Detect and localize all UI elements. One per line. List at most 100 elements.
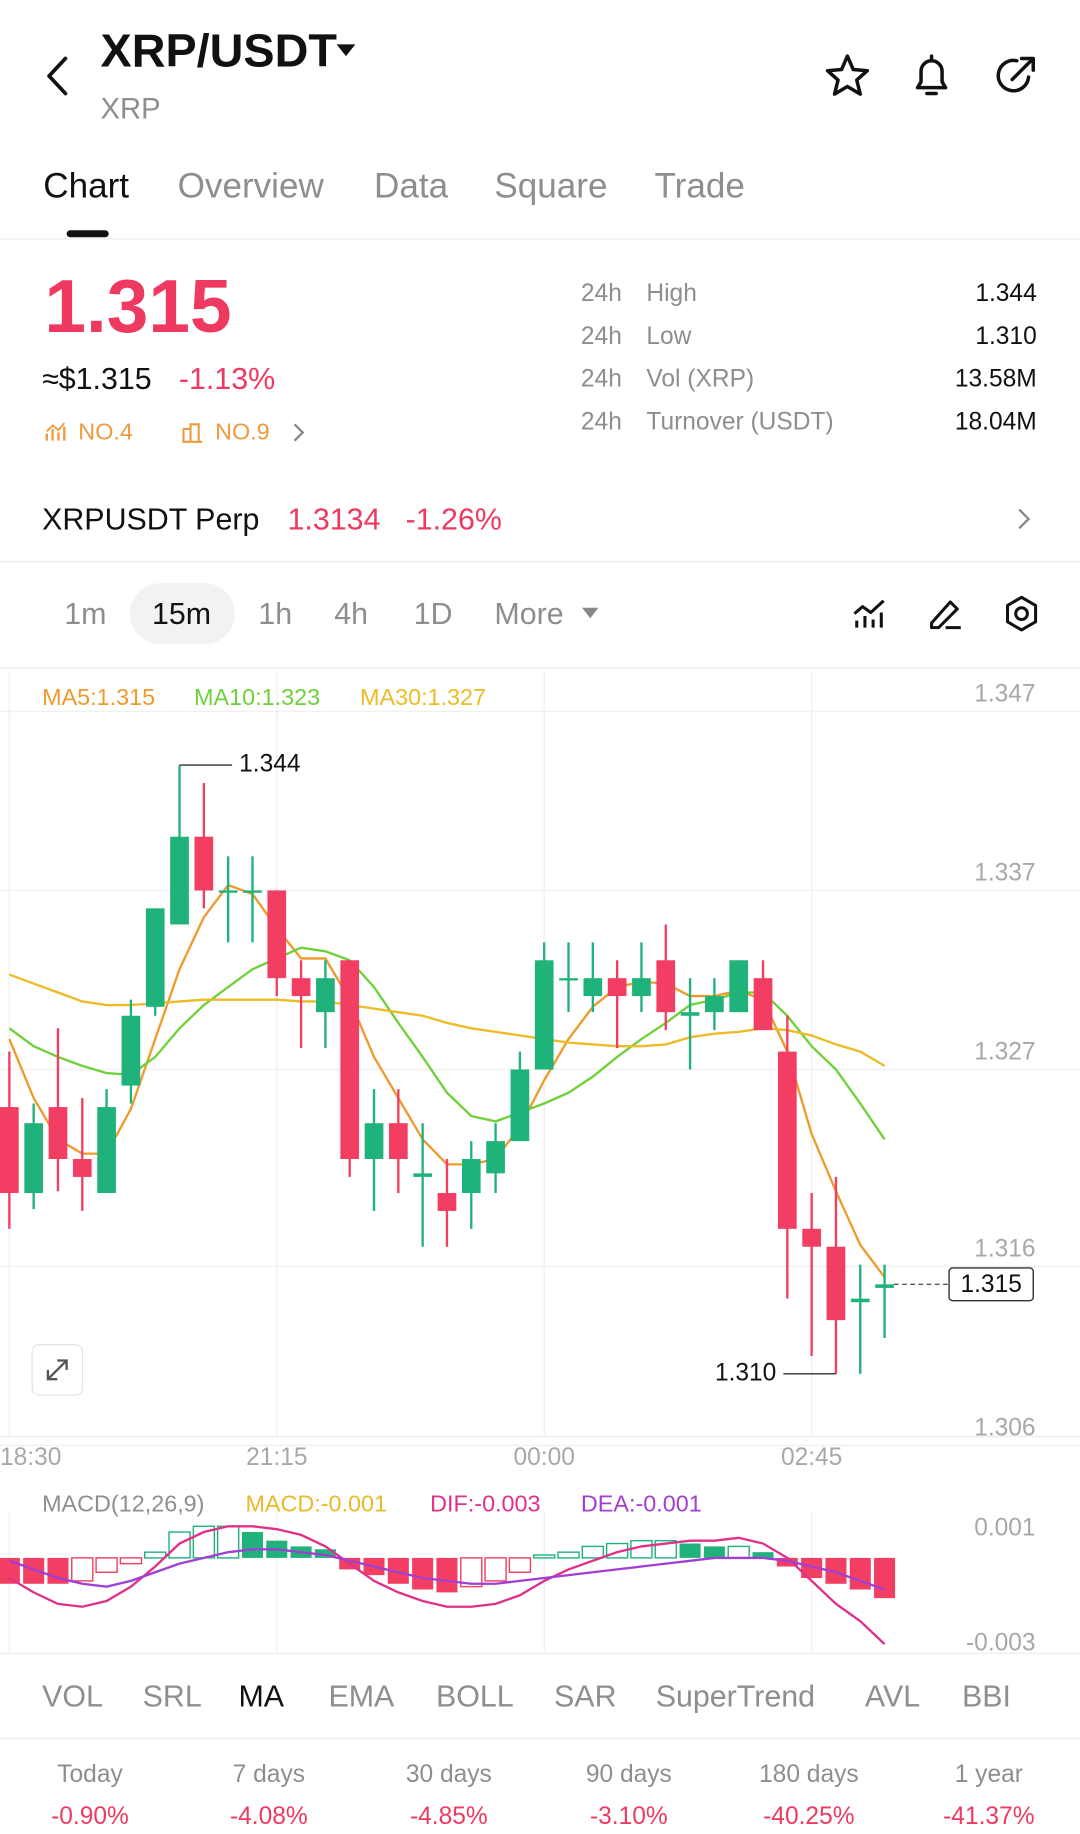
tab-indicator xyxy=(66,230,109,238)
indicator-tab[interactable]: BOLL xyxy=(435,1678,514,1714)
pair-title[interactable]: XRP/USDT xyxy=(100,25,337,78)
expand-button[interactable] xyxy=(31,1344,83,1396)
share-icon[interactable] xyxy=(991,51,1040,100)
interval[interactable]: 1h xyxy=(258,596,293,632)
candle-body xyxy=(559,978,578,981)
perp-change: -1.26% xyxy=(405,501,502,537)
indicator-icon[interactable] xyxy=(851,596,888,631)
stat-period: 24h xyxy=(580,279,622,307)
macd-bar xyxy=(679,1543,701,1558)
performance-period: Today xyxy=(57,1760,123,1788)
high-marker-label: 1.344 xyxy=(239,751,300,778)
favorite-icon[interactable] xyxy=(823,51,872,100)
candle-body xyxy=(826,1246,846,1321)
perp-price: 1.3134 xyxy=(287,501,381,537)
stat-label: High xyxy=(646,279,697,307)
macd-bar xyxy=(314,1549,336,1558)
last-price-box xyxy=(948,1267,1034,1302)
performance-change: -0.90% xyxy=(51,1802,129,1830)
macd-tick-label: 0.001 xyxy=(974,1515,1035,1542)
low-marker-label: 1.310 xyxy=(715,1359,776,1386)
macd-bar xyxy=(508,1557,532,1573)
macd-bar xyxy=(436,1557,458,1593)
settings-icon[interactable] xyxy=(1003,595,1040,632)
candle-body xyxy=(705,996,724,1013)
pair-dropdown[interactable] xyxy=(335,43,356,57)
indicator-tab[interactable]: SRL xyxy=(142,1678,202,1714)
performance-period: 30 days xyxy=(405,1760,492,1788)
divider xyxy=(0,238,1080,240)
tab[interactable]: Trade xyxy=(654,167,745,206)
candle-body xyxy=(194,836,214,891)
candle-body xyxy=(388,1123,408,1160)
ma-line xyxy=(8,973,886,1067)
tab[interactable]: Chart xyxy=(43,167,129,206)
interval[interactable]: 15m xyxy=(151,596,212,632)
interval[interactable]: More xyxy=(494,596,564,632)
stat-period: 24h xyxy=(580,408,622,436)
candle-body xyxy=(340,960,360,1160)
indicator-tab[interactable]: VOL xyxy=(42,1678,103,1714)
interval[interactable]: 4h xyxy=(334,596,369,632)
indicator-tab[interactable]: BBI xyxy=(961,1678,1011,1714)
x-tick-label: 00:00 xyxy=(514,1444,575,1471)
indicator-tab[interactable]: MA xyxy=(238,1678,285,1714)
performance-period: 180 days xyxy=(759,1760,859,1788)
interval[interactable]: 1m xyxy=(64,596,107,632)
indicator-tab[interactable]: EMA xyxy=(328,1678,395,1714)
candle-body xyxy=(632,978,651,997)
indicator-tab[interactable]: SuperTrend xyxy=(655,1678,816,1714)
alert-icon[interactable] xyxy=(908,51,955,100)
draw-icon[interactable] xyxy=(927,595,964,632)
stat-value: 1.310 xyxy=(975,322,1037,350)
more-dropdown[interactable] xyxy=(581,607,600,621)
performance-change: -4.08% xyxy=(229,1802,308,1830)
candle-body xyxy=(24,1123,44,1194)
rank-icon xyxy=(45,422,66,441)
divider xyxy=(0,1652,1080,1654)
macd-bar xyxy=(119,1557,143,1565)
tab[interactable]: Overview xyxy=(177,167,324,206)
stat-label: Vol (XRP) xyxy=(646,365,755,393)
macd-bar xyxy=(874,1557,896,1599)
macd-bar xyxy=(703,1546,725,1558)
macd-bar xyxy=(557,1551,580,1559)
macd-bar xyxy=(241,1532,263,1558)
candle-body xyxy=(850,1298,870,1303)
ma-legend-item: MA30:1.327 xyxy=(359,684,487,711)
macd-bar xyxy=(727,1545,750,1559)
chevron[interactable] xyxy=(1015,506,1034,532)
y-tick-label: 1.337 xyxy=(974,860,1035,887)
back-button[interactable] xyxy=(40,54,75,98)
divider xyxy=(0,667,1080,669)
candle-body xyxy=(48,1107,68,1160)
candle-body xyxy=(267,890,287,979)
expand-icon xyxy=(46,1359,68,1381)
divider xyxy=(0,1738,1080,1740)
rank[interactable]: NO.9 xyxy=(215,419,270,446)
tab[interactable]: Data xyxy=(374,167,449,206)
macd-bar xyxy=(532,1554,556,1559)
x-tick-label: 21:15 xyxy=(246,1444,307,1471)
macd-bar xyxy=(581,1545,605,1559)
usd-price: ≈$1.315 xyxy=(42,361,152,397)
indicator-tab[interactable]: SAR xyxy=(554,1678,617,1714)
rank[interactable]: NO.4 xyxy=(78,419,133,446)
chevron[interactable] xyxy=(291,421,307,444)
performance-change: -3.10% xyxy=(589,1802,668,1830)
performance-period: 1 year xyxy=(954,1760,1023,1788)
candle-body xyxy=(291,978,311,997)
tab[interactable]: Square xyxy=(494,167,608,206)
perp-name[interactable]: XRPUSDT Perp xyxy=(42,501,260,537)
macd-bar xyxy=(849,1557,871,1590)
candle-body xyxy=(413,1173,432,1177)
ma-legend-item: MA5:1.315 xyxy=(42,684,156,711)
indicator-tab[interactable]: AVL xyxy=(864,1678,921,1714)
performance-change: -40.25% xyxy=(763,1802,855,1830)
stat-value: 13.58M xyxy=(954,365,1037,393)
macd-bar xyxy=(801,1557,823,1579)
candle-body xyxy=(170,836,189,925)
interval[interactable]: 1D xyxy=(413,596,453,632)
candle-body xyxy=(802,1228,821,1247)
